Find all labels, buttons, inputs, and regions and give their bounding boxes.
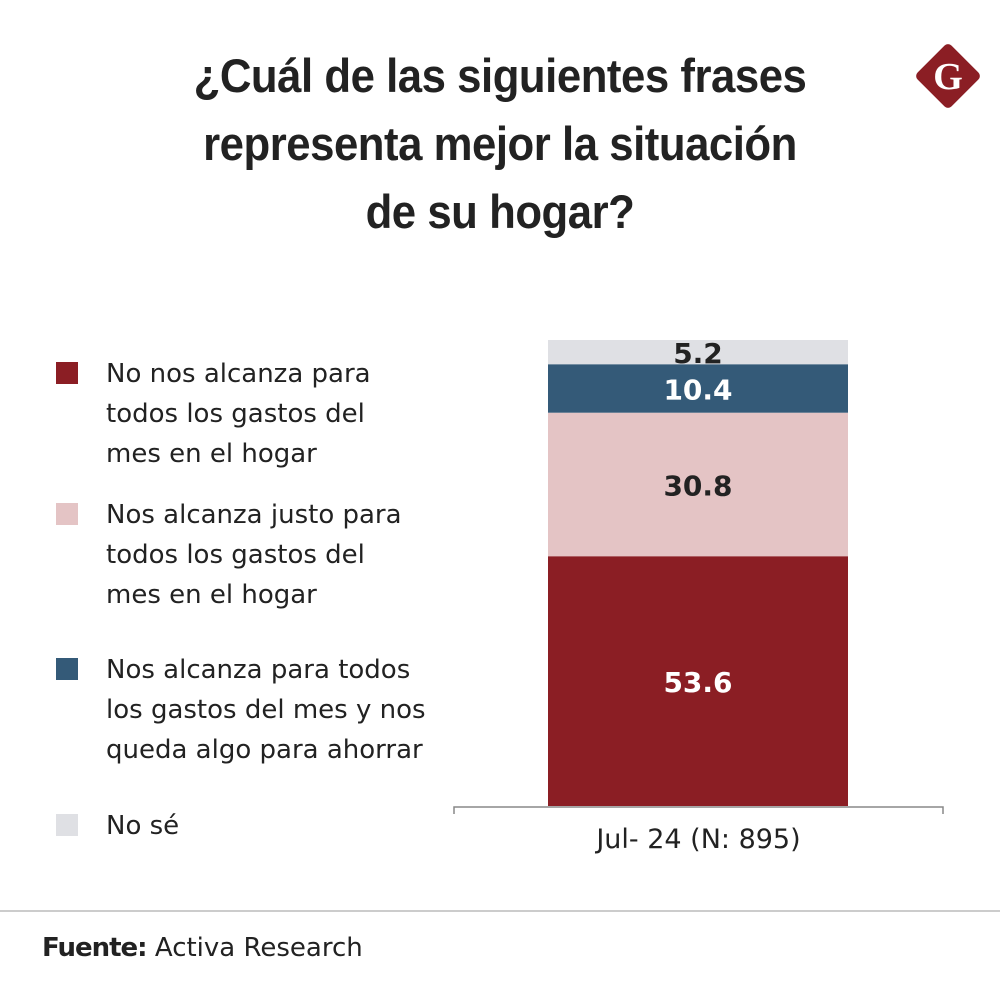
source-value: Activa Research: [154, 933, 363, 963]
data-label: 30.8: [663, 469, 732, 502]
g-diamond-logo-icon: G: [916, 44, 980, 108]
legend-item: Nos alcanza justo para todos los gastos …: [56, 495, 402, 615]
legend-label: Nos alcanza justo para todos los gastos …: [106, 495, 402, 615]
legend-line: Nos alcanza para todos: [106, 655, 411, 685]
legend-item: No nos alcanza para todos los gastos del…: [56, 354, 371, 474]
bar-segment: [548, 412, 848, 557]
legend-line: No nos alcanza para: [106, 359, 371, 389]
legend-label: No nos alcanza para todos los gastos del…: [106, 354, 371, 474]
source-credit: Fuente: Activa Research: [42, 928, 363, 968]
x-axis-line: [453, 806, 944, 814]
chart-title: ¿Cuál de las siguientes frases represent…: [119, 42, 882, 246]
title-line: ¿Cuál de las siguientes frases: [193, 49, 807, 102]
legend-swatch: [56, 503, 78, 525]
legend-item: Nos alcanza para todos los gastos del me…: [56, 650, 426, 770]
logo-letter: G: [933, 56, 963, 98]
legend-swatch: [56, 658, 78, 680]
legend-line: todos los gastos del: [106, 540, 365, 570]
legend-swatch: [56, 362, 78, 384]
logo-diamond: [916, 44, 980, 108]
legend-label: No sé: [106, 806, 179, 846]
title-line: de su hogar?: [365, 185, 635, 238]
source-label: Fuente:: [42, 933, 148, 963]
data-label: 53.6: [663, 666, 732, 699]
legend-line: queda algo para ahorrar: [106, 735, 423, 765]
bar-segment: [548, 364, 848, 413]
title-line: representa mejor la situación: [203, 117, 797, 170]
legend-line: los gastos del mes y nos: [106, 695, 426, 725]
data-label: 10.4: [663, 373, 732, 406]
legend-line: mes en el hogar: [106, 580, 317, 610]
legend-swatch: [56, 814, 78, 836]
data-label: 5.2: [673, 337, 723, 370]
legend-line: No sé: [106, 811, 180, 841]
legend-line: Nos alcanza justo para: [106, 500, 402, 530]
legend-label: Nos alcanza para todos los gastos del me…: [106, 650, 426, 770]
legend-line: todos los gastos del: [106, 399, 365, 429]
x-tick-label: Jul- 24 (N: 895): [594, 824, 800, 855]
bar-segment: [548, 556, 848, 806]
bar-segment: [548, 340, 848, 365]
legend-line: mes en el hogar: [106, 439, 317, 469]
footer-divider: [0, 910, 1000, 912]
legend-item: No sé: [56, 806, 179, 846]
